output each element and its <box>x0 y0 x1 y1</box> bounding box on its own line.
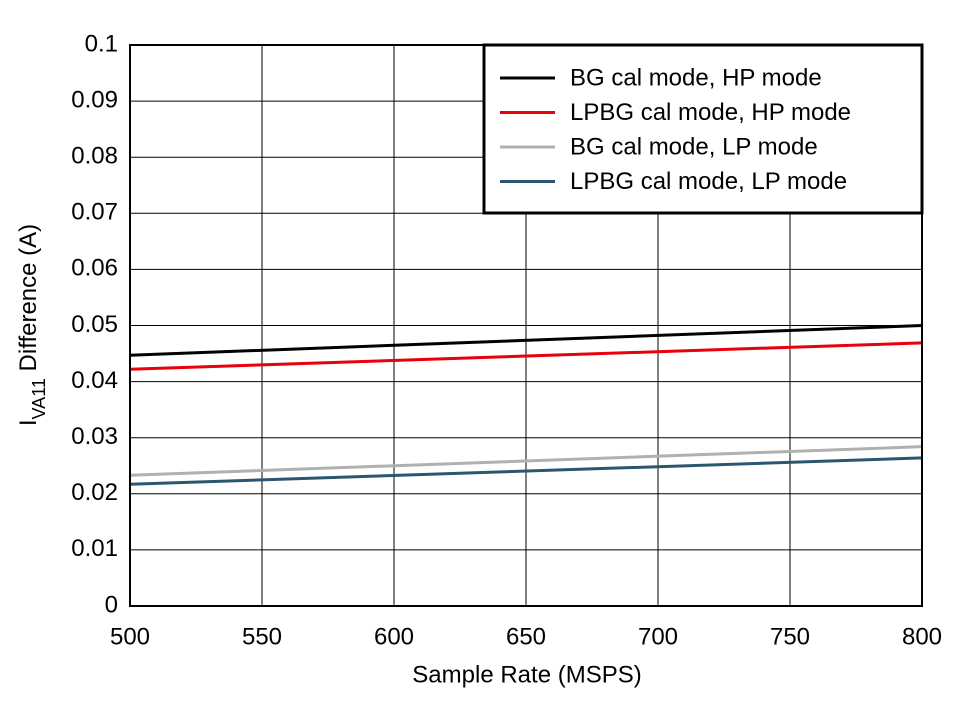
x-tick-label: 550 <box>242 623 282 650</box>
legend-label: BG cal mode, HP mode <box>570 64 822 91</box>
y-tick-label: 0.07 <box>71 199 118 226</box>
y-tick-label: 0.02 <box>71 479 118 506</box>
x-tick-label: 650 <box>506 623 546 650</box>
y-label-main: I <box>15 419 42 426</box>
y-label-sub: VA11 <box>29 378 49 419</box>
legend-box <box>482 43 924 215</box>
y-tick-label: 0 <box>105 591 118 618</box>
x-tick-label: 500 <box>110 623 150 650</box>
y-tick-label: 0.1 <box>85 30 118 57</box>
data-line <box>129 445 923 477</box>
y-tick-label: 0.05 <box>71 311 118 338</box>
legend-label: BG cal mode, LP mode <box>570 133 818 160</box>
legend-label: LPBG cal mode, HP mode <box>570 99 851 126</box>
x-tick-label: 800 <box>902 623 942 650</box>
data-line <box>129 456 923 486</box>
y-tick-label: 0.06 <box>71 255 118 282</box>
x-tick-label: 600 <box>374 623 414 650</box>
y-tick-label: 0.04 <box>71 367 118 394</box>
y-label-rest: Difference (A) <box>15 224 42 378</box>
y-tick-label: 0.01 <box>71 535 118 562</box>
y-axis-label: IVA11 Difference (A) <box>15 224 48 426</box>
y-tick-label: 0.03 <box>71 423 118 450</box>
y-tick-label: 0.09 <box>71 86 118 113</box>
x-axis-label: Sample Rate (MSPS) <box>412 661 641 688</box>
data-line <box>129 324 923 357</box>
y-tick-label: 0.08 <box>71 143 118 170</box>
x-tick-label: 750 <box>770 623 810 650</box>
legend-label: LPBG cal mode, LP mode <box>570 168 847 195</box>
data-line <box>129 341 923 371</box>
x-tick-label: 700 <box>638 623 678 650</box>
